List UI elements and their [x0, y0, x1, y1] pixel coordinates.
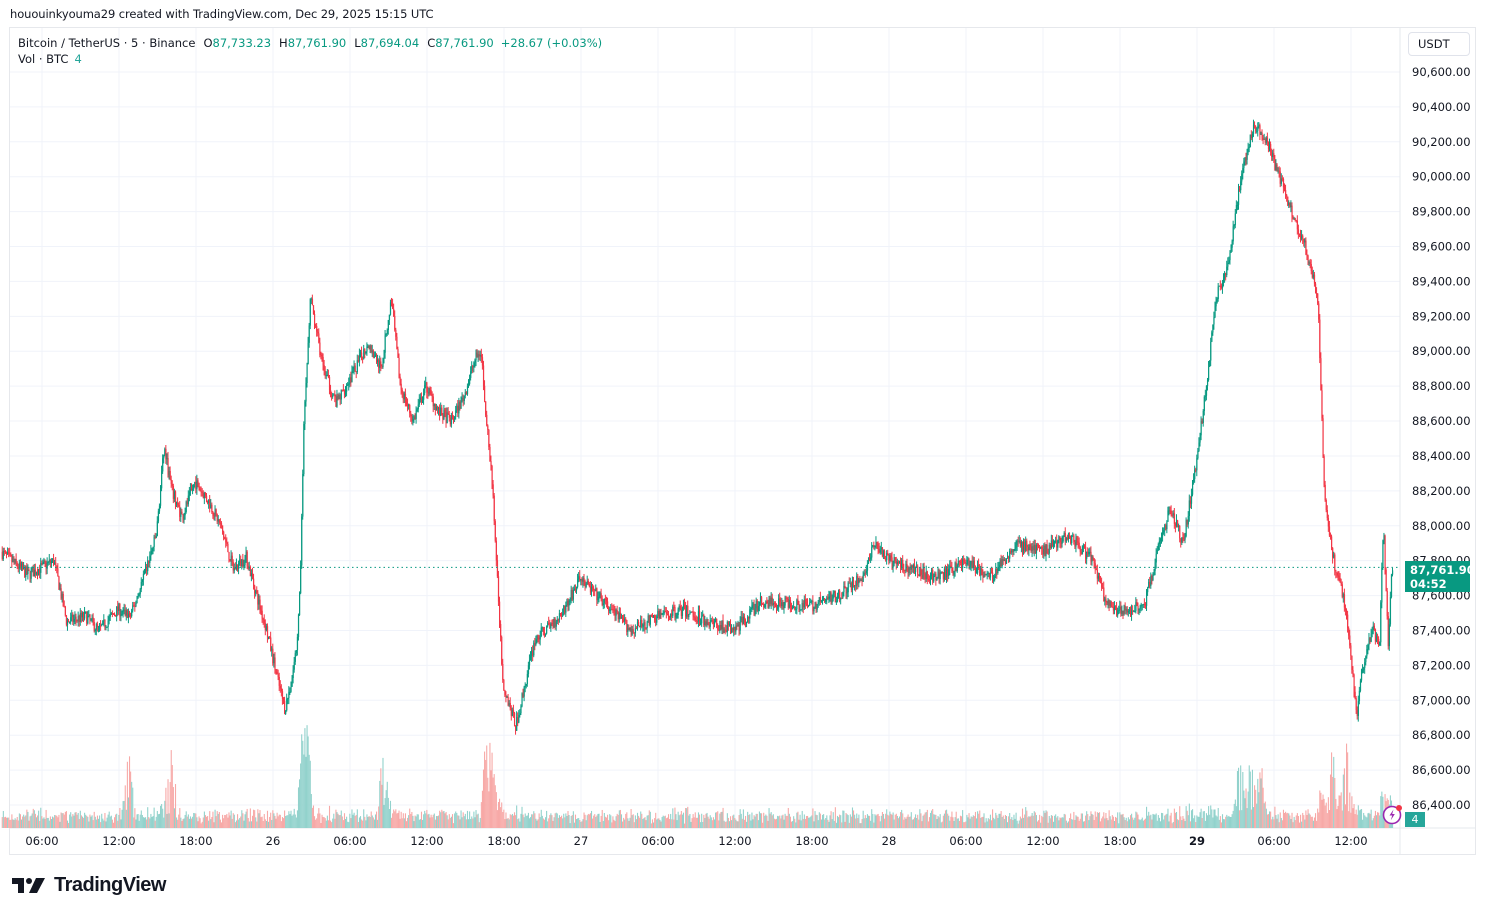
svg-text:88,600.00: 88,600.00	[1412, 414, 1471, 428]
close-value: 87,761.90	[435, 36, 494, 50]
svg-text:88,200.00: 88,200.00	[1412, 484, 1471, 498]
svg-text:90,000.00: 90,000.00	[1412, 170, 1471, 184]
last-price-value: 87,761.90	[1410, 563, 1475, 577]
svg-text:86,600.00: 86,600.00	[1412, 763, 1471, 777]
chart-credit: hououinkyouma29 created with TradingView…	[10, 7, 434, 21]
bar-countdown: 04:52	[1410, 577, 1447, 591]
svg-text:06:00: 06:00	[641, 834, 674, 848]
svg-text:06:00: 06:00	[25, 834, 58, 848]
svg-text:90,600.00: 90,600.00	[1412, 65, 1471, 79]
symbol-title[interactable]: Bitcoin / TetherUS · 5 · Binance	[18, 36, 196, 50]
chart-frame	[9, 27, 1476, 855]
svg-text:87,000.00: 87,000.00	[1412, 693, 1471, 707]
svg-text:89,800.00: 89,800.00	[1412, 205, 1471, 219]
svg-text:12:00: 12:00	[1026, 834, 1059, 848]
high-value: 87,761.90	[287, 36, 347, 50]
ohlc-row: Bitcoin / TetherUS · 5 · Binance O 87,733…	[18, 35, 602, 51]
last-price-tag: 87,761.90 04:52	[1405, 561, 1475, 592]
currency-button[interactable]: USDT	[1408, 32, 1470, 56]
svg-text:18:00: 18:00	[179, 834, 212, 848]
svg-text:87,400.00: 87,400.00	[1412, 623, 1471, 637]
svg-text:26: 26	[266, 834, 281, 848]
svg-text:28: 28	[882, 834, 897, 848]
svg-text:88,000.00: 88,000.00	[1412, 519, 1471, 533]
svg-text:18:00: 18:00	[795, 834, 828, 848]
svg-text:89,200.00: 89,200.00	[1412, 309, 1471, 323]
lightning-bolt-icon[interactable]	[1382, 803, 1404, 825]
volume-label[interactable]: Vol · BTC	[18, 52, 69, 66]
svg-text:12:00: 12:00	[410, 834, 443, 848]
svg-text:06:00: 06:00	[949, 834, 982, 848]
volume-badge: 4	[1405, 812, 1425, 827]
svg-text:86,400.00: 86,400.00	[1412, 798, 1471, 812]
tradingview-logo-icon	[12, 877, 45, 893]
svg-text:87,600.00: 87,600.00	[1412, 589, 1471, 603]
svg-text:87,200.00: 87,200.00	[1412, 658, 1471, 672]
svg-text:88,800.00: 88,800.00	[1412, 379, 1471, 393]
svg-text:90,400.00: 90,400.00	[1412, 100, 1471, 114]
svg-text:27: 27	[574, 834, 589, 848]
svg-text:12:00: 12:00	[102, 834, 135, 848]
svg-text:29: 29	[1189, 834, 1205, 848]
svg-text:06:00: 06:00	[333, 834, 366, 848]
svg-text:89,600.00: 89,600.00	[1412, 240, 1471, 254]
svg-text:88,400.00: 88,400.00	[1412, 449, 1471, 463]
svg-text:12:00: 12:00	[1334, 834, 1367, 848]
svg-text:86,800.00: 86,800.00	[1412, 728, 1471, 742]
open-label: O	[203, 36, 213, 50]
low-value: 87,694.04	[360, 36, 420, 50]
symbol-legend: Bitcoin / TetherUS · 5 · Binance O 87,733…	[18, 35, 602, 67]
svg-text:90,200.00: 90,200.00	[1412, 135, 1471, 149]
svg-text:89,400.00: 89,400.00	[1412, 274, 1471, 288]
open-value: 87,733.23	[212, 36, 272, 50]
svg-text:18:00: 18:00	[1103, 834, 1136, 848]
volume-row: Vol · BTC 4	[18, 51, 602, 67]
volume-value: 4	[74, 52, 82, 66]
svg-text:12:00: 12:00	[718, 834, 751, 848]
svg-text:18:00: 18:00	[487, 834, 520, 848]
svg-text:06:00: 06:00	[1257, 834, 1290, 848]
tradingview-logo-text: TradingView	[54, 874, 166, 896]
change-value: +28.67 (+0.03%)	[500, 36, 603, 50]
svg-text:89,000.00: 89,000.00	[1412, 344, 1471, 358]
high-label: H	[279, 36, 288, 50]
low-label: L	[354, 36, 361, 50]
tradingview-logo[interactable]: TradingView	[12, 874, 166, 897]
close-label: C	[427, 36, 436, 50]
